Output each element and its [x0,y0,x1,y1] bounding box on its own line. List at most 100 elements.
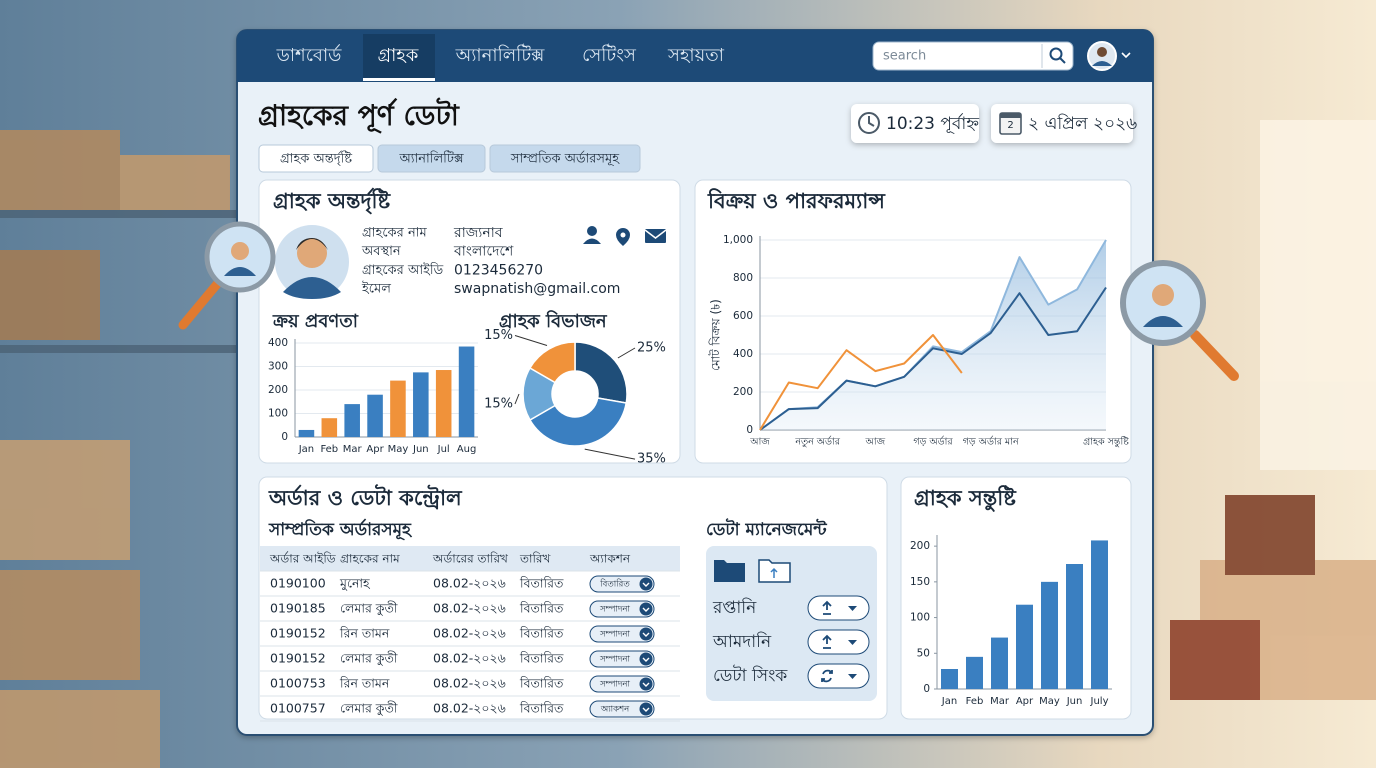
bar [413,372,429,437]
section-title: ডেটা ম্যানেজমেন্ট [706,518,827,540]
dropdown-arrow [848,640,857,645]
action-button[interactable] [589,575,655,593]
search-box[interactable] [872,41,1074,71]
nav-active-underline [363,78,435,81]
nav-item[interactable]: গ্রাহক [378,45,419,66]
tab-label: গ্রাহক অন্তর্দৃষ্টি [280,151,352,167]
user-avatar[interactable] [1087,41,1131,71]
x-tick-label: গ্রাহক সন্তুষ্টি [1083,436,1130,448]
y-tick-label: 400 [733,348,753,360]
donut-slice [528,397,628,447]
data-action-icon [821,669,833,683]
y-tick-label: 0 [746,424,753,436]
bar [991,637,1008,689]
data-action-button[interactable] [807,629,870,655]
table-cell: লেমার কুতী [340,601,398,617]
bar [298,429,315,437]
nav-item[interactable]: সহায়তা [667,45,725,66]
x-tick-label: Mar [343,444,363,455]
action-label: সম্পাদনা [599,655,630,665]
x-tick-label: May [388,444,409,455]
dropdown-arrow [848,606,857,611]
x-tick-label: Jan [941,696,957,707]
donut-slice [574,341,628,404]
customer-avatar [275,225,349,299]
nav-active-bg [363,34,435,80]
action-button[interactable] [589,700,655,718]
data-action-icon [822,634,832,649]
nav-item[interactable]: সেটিংস [582,44,637,66]
action-chevron [642,657,650,662]
bar [1016,604,1033,689]
y-tick-label: 800 [733,272,753,284]
action-button[interactable] [589,650,655,668]
tab[interactable] [377,144,486,173]
table-cell: মুনোহ [339,576,371,592]
date: ২ এপ্রিল ২০২৬ [1028,113,1137,134]
tab[interactable] [489,144,641,173]
table-cell: 0100753 [270,676,326,691]
bar [390,380,406,437]
leader-line [514,393,520,405]
x-tick-label: Feb [966,696,984,707]
action-chevron [642,682,650,687]
y-tick-label: 0 [281,431,288,443]
action-label: অ্যাকশন [600,705,630,715]
table-cell: রিন তামন [339,626,390,641]
x-tick-label: Aug [457,444,477,455]
action-button[interactable] [589,625,655,643]
bar [966,656,983,689]
y-tick-label: 200 [910,540,930,552]
table-header: অর্ডার আইডি [269,552,336,566]
data-action-icon [822,600,832,615]
action-chevron-bg [639,702,653,716]
y-tick-label: 200 [268,384,288,396]
chart-title: গ্রাহক সন্তুষ্টি [914,485,1017,512]
nav-item[interactable]: অ্যানালিটিক্স [455,44,546,66]
data-action-button[interactable] [807,595,870,621]
field-value: swapnatish@gmail.com [454,281,620,297]
table-header: অ্যাকশন [589,552,631,566]
search-icon[interactable] [1049,47,1066,64]
leader-line [514,335,548,346]
bar [458,346,475,437]
background-boxes [0,120,1376,768]
chart-title: ক্রয় প্রবণতা [272,311,359,332]
magnifier-left [178,221,276,330]
field-label: ইমেল [361,281,391,297]
action-chevron-bg [639,577,653,591]
bar [367,394,383,437]
leader-line [617,347,636,359]
action-chevron [642,582,650,587]
panel-title: অর্ডার ও ডেটা কন্ট্রোল [268,484,463,510]
table-header: গ্রাহকের নাম [340,552,400,566]
table-cell: লেমার কুতী [340,651,398,667]
y-tick-label: 100 [268,408,288,420]
table-cell: 0190100 [270,576,326,591]
table-header-bg [260,546,680,571]
action-chevron-bg [639,677,653,691]
table-cell: বিতারিত [519,576,564,591]
action-label: বিতারিত [599,579,630,590]
x-tick-label: Mar [990,696,1010,707]
table-cell: বিতারিত [519,701,564,716]
tab[interactable] [258,144,374,173]
data-action-label: ডেটা সিংক [713,665,788,686]
y-tick-label: 300 [268,361,288,373]
date-box [991,104,1133,143]
nav-item[interactable]: ডাশবোর্ড [276,44,343,66]
y-axis-label: মোট বিক্রয় (৳) [709,299,723,371]
data-action-button[interactable] [807,663,870,689]
table-cell: বিতারিত [519,676,564,691]
field-label: গ্রাহকের নাম [362,226,427,241]
action-button[interactable] [589,600,655,618]
table-cell: 08.02-২০২৬ [433,676,507,691]
x-tick-label: গড় অর্ডার [913,436,953,448]
table-cell: রিন তামন [339,676,390,691]
action-button[interactable] [589,675,655,693]
leader-line [584,448,636,460]
y-tick-label: 100 [910,612,930,624]
action-label: সম্পাদনা [599,680,630,690]
table-cell: 08.02-২০২৬ [433,626,507,641]
